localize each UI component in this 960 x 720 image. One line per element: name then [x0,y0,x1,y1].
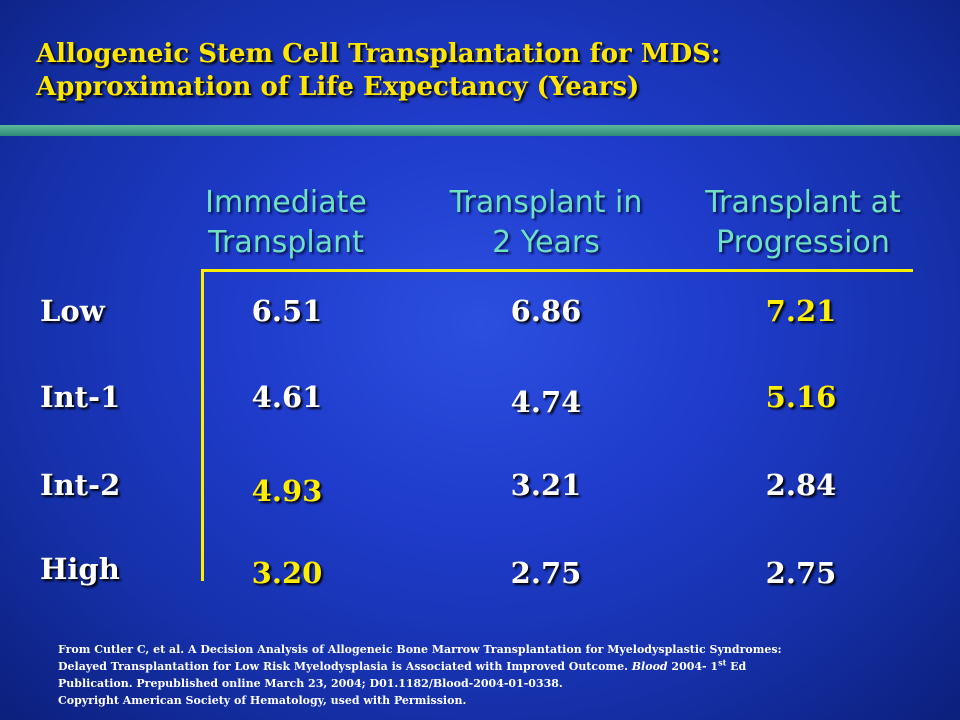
table-cell: 4.74 [510,385,582,419]
column-header-transplant-at-progression: Transplant at Progression [683,183,923,263]
table-cell: 2.75 [510,556,582,590]
table-cell: 6.51 [251,294,323,328]
column-header-line-2: 2 Years [492,225,600,260]
citation-footnote: From Cutler C, et al. A Decision Analysi… [58,641,938,709]
footnote-line-4: Copyright American Society of Hematology… [58,694,467,707]
table-row-label-rule [201,269,204,581]
slide-title-line-2: Approximation of Life Expectancy (Years) [36,72,640,102]
column-header-line-1: Transplant in [449,185,643,220]
column-header-line-2: Progression [716,225,890,260]
table-cell: 4.61 [251,380,323,414]
table-cell: 6.86 [510,294,582,328]
footnote-line-2-end: Ed [726,660,747,673]
column-header-immediate-transplant: Immediate Transplant [196,183,376,263]
table-cell: 5.16 [765,380,837,414]
footnote-line-3: Publication. Prepublished online March 2… [58,677,563,690]
footnote-journal: Blood [631,660,668,673]
footnote-line-2-text: Delayed Transplantation for Low Risk Mye… [58,660,628,673]
table-cell: 4.93 [251,474,323,508]
slide-title-line-1: Allogeneic Stem Cell Transplantation for… [36,39,721,69]
table-cell: 2.84 [765,468,837,502]
column-header-line-1: Transplant at [705,185,901,220]
row-label-int-1: Int-1 [40,380,121,414]
column-header-line-1: Immediate [205,185,367,220]
column-header-transplant-in-2-years: Transplant in 2 Years [426,183,666,263]
row-label-low: Low [40,294,105,328]
footnote-line-1: From Cutler C, et al. A Decision Analysi… [58,643,782,656]
table-cell: 7.21 [765,294,837,328]
footnote-line-2: Delayed Transplantation for Low Risk Mye… [58,658,938,675]
row-label-int-2: Int-2 [40,468,121,502]
footnote-sup: st [718,657,727,668]
row-label-high: High [40,552,120,586]
table-cell: 3.20 [251,556,323,590]
title-divider [0,125,960,136]
table-cell: 2.75 [765,556,837,590]
table-cell: 3.21 [510,468,582,502]
column-header-line-2: Transplant [208,225,364,260]
footnote-line-2-after: 2004- 1 [667,660,719,673]
table-header-rule [201,269,913,272]
slide-title: Allogeneic Stem Cell Transplantation for… [36,38,936,104]
